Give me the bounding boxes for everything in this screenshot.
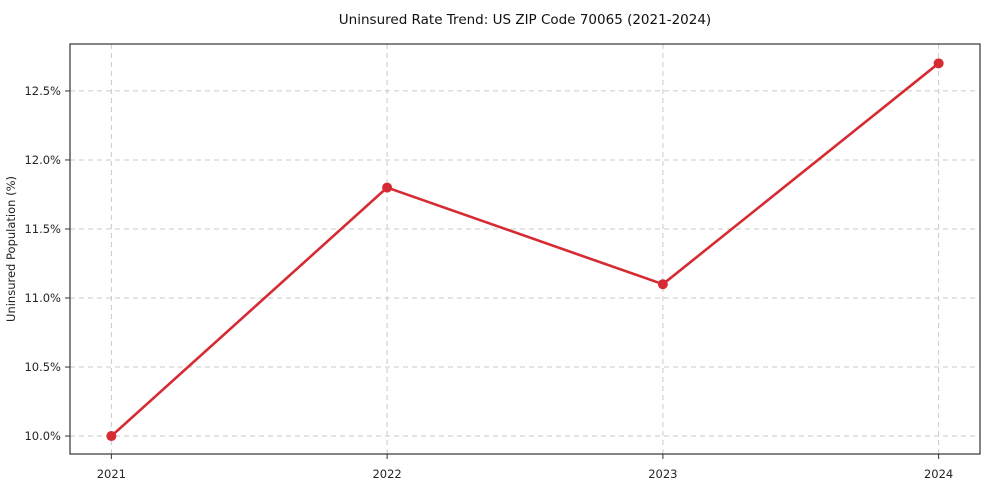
y-tick-label: 10.0% bbox=[24, 429, 61, 443]
plot-border bbox=[69, 43, 981, 455]
y-tick-label: 12.0% bbox=[24, 153, 61, 167]
y-tick-label: 11.5% bbox=[24, 222, 61, 236]
trend-line bbox=[110, 62, 940, 438]
axis-tick-labels: 2021 2022 2023 2024 10.0% 10.5% 11.0% 11.5% 12.0… bbox=[24, 84, 953, 481]
y-axis-label: Uninsured Population (%) bbox=[4, 176, 18, 322]
x-tick-label: 2022 bbox=[372, 467, 401, 481]
y-tick-label: 10.5% bbox=[24, 360, 61, 374]
chart-title: Uninsured Rate Trend: US ZIP Code 70065 … bbox=[339, 12, 711, 28]
y-tick-label: 11.0% bbox=[24, 291, 61, 305]
data-point-2022 bbox=[382, 182, 393, 193]
data-series bbox=[106, 58, 944, 442]
data-point-2024 bbox=[933, 58, 944, 69]
y-tick-label: 12.5% bbox=[24, 84, 61, 98]
gridlines bbox=[70, 44, 980, 454]
data-point-2021 bbox=[106, 431, 117, 442]
axis-ticks bbox=[65, 90, 940, 459]
x-tick-label: 2024 bbox=[924, 467, 953, 481]
x-tick-label: 2021 bbox=[97, 467, 126, 481]
data-point-2023 bbox=[657, 279, 668, 290]
x-tick-label: 2023 bbox=[648, 467, 677, 481]
